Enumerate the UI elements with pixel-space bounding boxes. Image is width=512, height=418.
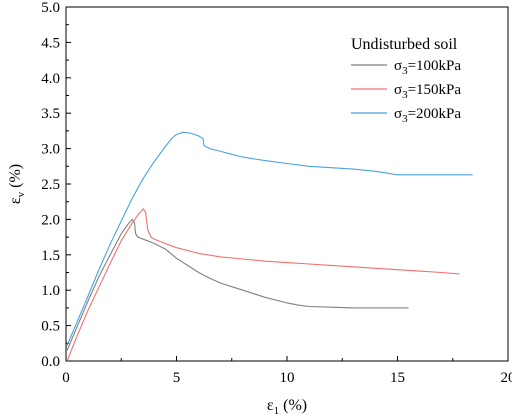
y-tick-label: 0.5 bbox=[41, 319, 60, 335]
series-line-3 bbox=[66, 131, 473, 346]
x-tick-label: 0 bbox=[62, 370, 70, 386]
series-layer bbox=[66, 131, 473, 362]
legend-label-2: σ3=150kPa bbox=[394, 82, 461, 101]
y-tick-label: 3.5 bbox=[41, 106, 60, 122]
legend-title: Undisturbed soil bbox=[351, 36, 458, 53]
legend-label-3: σ3=200kPa bbox=[394, 106, 461, 125]
y-tick-label: 3.0 bbox=[41, 142, 60, 158]
y-tick-label: 4.0 bbox=[41, 71, 60, 87]
y-axis: 0.0 0.5 1.0 1.5 2.0 2.5 3.0 3.5 4.0 4.5 5.0 bbox=[41, 0, 71, 370]
y-tick-label: 1.5 bbox=[41, 248, 60, 264]
series-line-2 bbox=[66, 208, 460, 362]
x-tick-label: 5 bbox=[173, 370, 181, 386]
x-axis-label: ε1 (%) bbox=[267, 397, 307, 417]
y-tick-label: 1.0 bbox=[41, 283, 60, 299]
x-axis: 0 5 10 15 20 bbox=[62, 356, 512, 386]
y-axis-label: εv (%) bbox=[7, 164, 27, 204]
x-tick-label: 10 bbox=[280, 370, 295, 386]
x-tick-label: 20 bbox=[501, 370, 512, 386]
y-tick-label: 2.0 bbox=[41, 212, 60, 228]
y-tick-label: 5.0 bbox=[41, 0, 60, 16]
y-tick-label: 0.0 bbox=[41, 354, 60, 370]
x-tick-label: 15 bbox=[390, 370, 405, 386]
series-line-1 bbox=[66, 218, 409, 351]
y-tick-label: 4.5 bbox=[41, 35, 60, 51]
legend-label-1: σ3=100kPa bbox=[394, 58, 461, 77]
legend: Undisturbed soil σ3=100kPa σ3=150kPa σ3=20… bbox=[351, 36, 461, 125]
y-tick-label: 2.5 bbox=[41, 177, 60, 193]
